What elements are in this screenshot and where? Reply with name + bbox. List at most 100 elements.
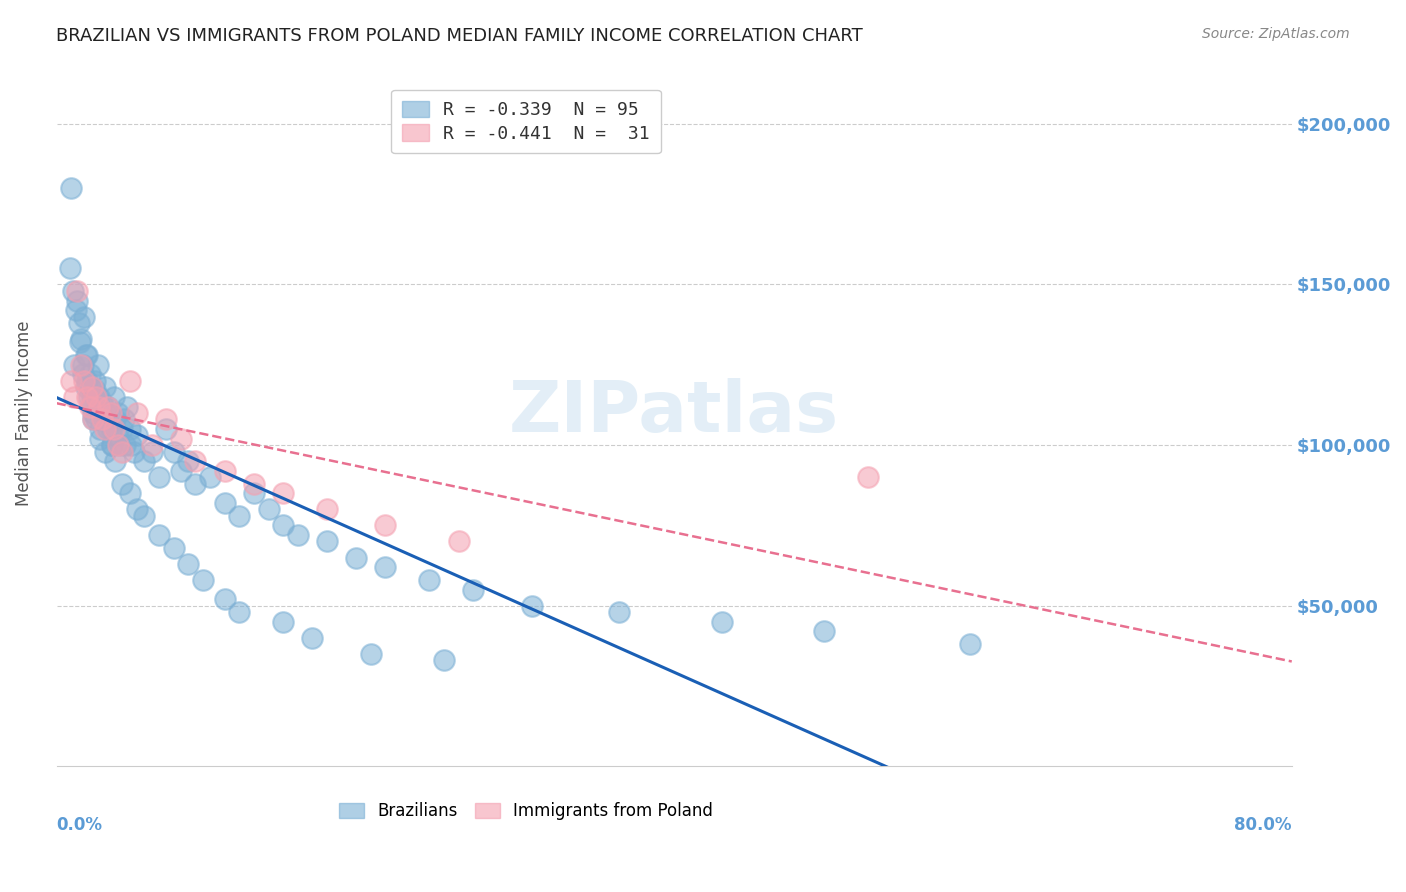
Point xyxy=(134,454,156,468)
Point xyxy=(84,390,107,404)
Point xyxy=(70,358,93,372)
Point xyxy=(155,422,177,436)
Point xyxy=(271,486,294,500)
Point xyxy=(76,374,98,388)
Point xyxy=(228,605,250,619)
Point xyxy=(148,470,170,484)
Point xyxy=(243,486,266,500)
Point xyxy=(170,464,193,478)
Point xyxy=(66,293,89,308)
Point xyxy=(80,400,103,414)
Point xyxy=(97,400,120,414)
Point xyxy=(344,550,367,565)
Point xyxy=(103,390,125,404)
Point xyxy=(101,438,124,452)
Point xyxy=(75,348,97,362)
Point xyxy=(105,428,128,442)
Point xyxy=(257,502,280,516)
Point xyxy=(73,374,96,388)
Point xyxy=(122,444,145,458)
Point xyxy=(177,454,200,468)
Point xyxy=(118,486,141,500)
Point xyxy=(70,332,93,346)
Point xyxy=(83,374,105,388)
Point xyxy=(184,476,207,491)
Point xyxy=(90,412,112,426)
Point xyxy=(62,284,84,298)
Point xyxy=(374,518,396,533)
Text: Source: ZipAtlas.com: Source: ZipAtlas.com xyxy=(1202,27,1350,41)
Point xyxy=(111,444,134,458)
Point xyxy=(65,303,87,318)
Point xyxy=(959,637,981,651)
Point xyxy=(80,380,103,394)
Point xyxy=(84,412,107,426)
Point xyxy=(79,368,101,382)
Point xyxy=(214,496,236,510)
Text: 0.0%: 0.0% xyxy=(56,816,103,834)
Point xyxy=(75,380,97,394)
Point xyxy=(191,573,214,587)
Point xyxy=(89,432,111,446)
Point xyxy=(316,502,339,516)
Point xyxy=(84,390,107,404)
Point xyxy=(198,470,221,484)
Point xyxy=(97,400,120,414)
Point xyxy=(63,390,86,404)
Point xyxy=(98,416,121,430)
Point xyxy=(115,400,138,414)
Text: 80.0%: 80.0% xyxy=(1234,816,1292,834)
Point xyxy=(813,624,835,639)
Point xyxy=(118,422,141,436)
Point xyxy=(228,508,250,523)
Text: ZIPatlas: ZIPatlas xyxy=(509,378,839,448)
Point xyxy=(76,348,98,362)
Y-axis label: Median Family Income: Median Family Income xyxy=(15,320,32,506)
Point xyxy=(141,438,163,452)
Point xyxy=(374,560,396,574)
Point xyxy=(87,390,110,404)
Point xyxy=(96,406,118,420)
Point xyxy=(162,444,184,458)
Point xyxy=(82,412,104,426)
Point xyxy=(59,261,82,276)
Point xyxy=(79,380,101,394)
Point xyxy=(856,470,879,484)
Point xyxy=(66,284,89,298)
Point xyxy=(82,412,104,426)
Point xyxy=(77,390,100,404)
Point xyxy=(360,647,382,661)
Point xyxy=(72,368,94,382)
Point xyxy=(301,631,323,645)
Point xyxy=(243,476,266,491)
Point xyxy=(94,422,117,436)
Point xyxy=(125,406,148,420)
Point xyxy=(118,374,141,388)
Point xyxy=(60,181,83,195)
Point xyxy=(107,406,129,420)
Point xyxy=(520,599,543,613)
Point xyxy=(104,454,127,468)
Point xyxy=(214,464,236,478)
Point xyxy=(112,412,135,426)
Point xyxy=(141,444,163,458)
Point xyxy=(60,374,83,388)
Point xyxy=(100,422,122,436)
Point xyxy=(463,582,485,597)
Point xyxy=(89,422,111,436)
Point xyxy=(162,541,184,555)
Point xyxy=(170,432,193,446)
Point xyxy=(155,412,177,426)
Point xyxy=(82,406,104,420)
Point xyxy=(609,605,631,619)
Point xyxy=(94,380,117,394)
Point xyxy=(104,412,127,426)
Point xyxy=(93,412,115,426)
Point xyxy=(76,390,98,404)
Point xyxy=(710,615,733,629)
Point xyxy=(184,454,207,468)
Point xyxy=(97,422,120,436)
Point xyxy=(101,438,124,452)
Point xyxy=(418,573,440,587)
Point xyxy=(108,438,131,452)
